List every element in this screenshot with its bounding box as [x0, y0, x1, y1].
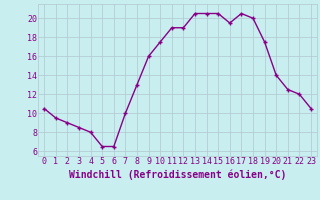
X-axis label: Windchill (Refroidissement éolien,°C): Windchill (Refroidissement éolien,°C) [69, 169, 286, 180]
